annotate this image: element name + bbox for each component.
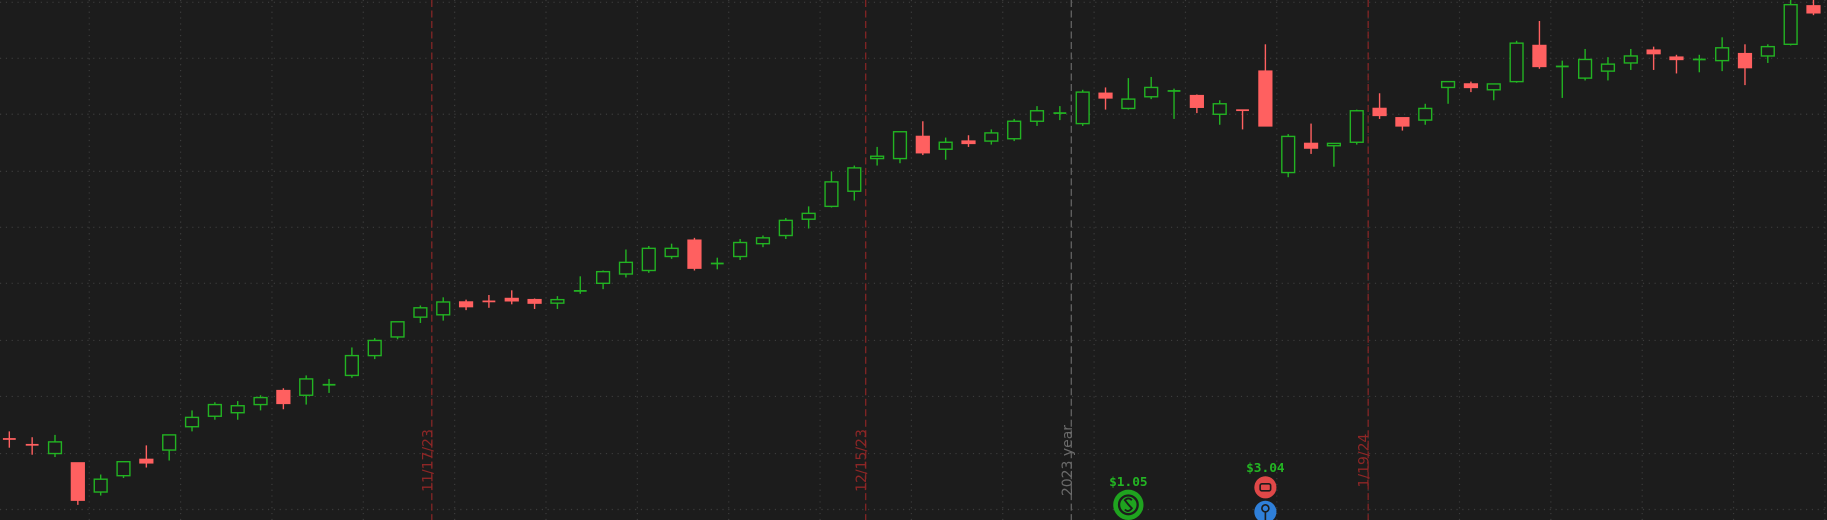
- candle-body: [641, 247, 656, 272]
- candle-body: [70, 462, 85, 501]
- candle-body: [1783, 3, 1798, 46]
- candle-body: [207, 403, 222, 417]
- event-label: $3.04: [1246, 461, 1285, 476]
- candle-body: [253, 396, 268, 406]
- info-icon: [1254, 500, 1277, 520]
- separator-label: 12/15/23: [854, 429, 870, 492]
- candle-body: [504, 297, 519, 302]
- candle-body: [1349, 110, 1364, 143]
- candle-body: [1395, 117, 1410, 127]
- candle-body: [458, 301, 474, 308]
- candle-body: [984, 132, 999, 142]
- candle-body: [1212, 103, 1227, 115]
- candle-body: [1121, 98, 1136, 110]
- candle-body: [162, 434, 177, 451]
- candle-body: [47, 441, 63, 455]
- candle-body: [367, 339, 382, 357]
- separator-label: 11/17/23: [420, 429, 436, 492]
- candle-body: [778, 219, 793, 237]
- separator-label: 1/19/24: [1357, 433, 1373, 487]
- candle-body: [184, 416, 200, 428]
- candle-body: [1007, 120, 1022, 140]
- candle-body: [1098, 92, 1113, 99]
- candle-body: [618, 261, 634, 275]
- candle-body: [870, 155, 885, 160]
- candle-body: [1144, 86, 1159, 98]
- earnings-icon-glyph: [1259, 483, 1272, 492]
- candle-body: [1715, 47, 1730, 62]
- candle-body: [1463, 83, 1479, 89]
- candle-body: [276, 389, 291, 405]
- candle-body: [1326, 142, 1342, 147]
- candle-body: [1189, 94, 1204, 108]
- candle-body: [687, 239, 702, 269]
- candle-body: [1600, 63, 1616, 72]
- candle-body: [93, 478, 108, 493]
- candle-body: [938, 141, 953, 150]
- candle-body: [1509, 42, 1524, 83]
- candle-body: [1281, 135, 1296, 174]
- separator-label: 2023 year: [1060, 425, 1076, 496]
- candle-body: [1760, 45, 1775, 57]
- earnings-icon: [1254, 476, 1277, 499]
- candle-body: [915, 135, 930, 154]
- candle-body: [892, 131, 908, 160]
- candle-body: [436, 301, 451, 316]
- candle-body: [824, 181, 839, 208]
- candle-body: [595, 270, 611, 285]
- candle-body: [527, 298, 542, 304]
- candle-body: [413, 307, 428, 318]
- candle-body: [299, 378, 314, 396]
- candle-body: [1669, 56, 1684, 61]
- candle-body: [1440, 80, 1456, 89]
- candle-body: [801, 212, 816, 220]
- candle-body: [1737, 52, 1753, 69]
- candle-body: [390, 321, 405, 338]
- candle-body: [344, 354, 359, 377]
- candle-body: [664, 247, 679, 258]
- event-label: $1.05: [1109, 475, 1148, 490]
- candle-body: [1486, 83, 1501, 91]
- candle-body: [961, 140, 976, 145]
- candle-body: [1646, 49, 1661, 55]
- candle-body: [139, 458, 154, 464]
- candle-body: [1418, 107, 1433, 121]
- candle-body: [1075, 91, 1090, 125]
- candle-body: [1258, 70, 1273, 127]
- candle-body: [1029, 110, 1045, 122]
- candle-body: [116, 461, 131, 477]
- candle-body: [733, 241, 748, 258]
- candle-body: [1806, 5, 1821, 14]
- candle-body: [1372, 107, 1387, 117]
- candle-body: [1623, 55, 1638, 64]
- candle-body: [1303, 142, 1319, 149]
- candle-body: [1532, 44, 1547, 68]
- candle-body: [755, 237, 771, 245]
- dividend-icon-ring: [1117, 494, 1139, 516]
- candle-body: [550, 298, 565, 304]
- dividend-icon-s: [1123, 497, 1134, 512]
- candle-body: [230, 405, 245, 414]
- candle-body: [1578, 58, 1593, 79]
- candle-body: [847, 167, 862, 192]
